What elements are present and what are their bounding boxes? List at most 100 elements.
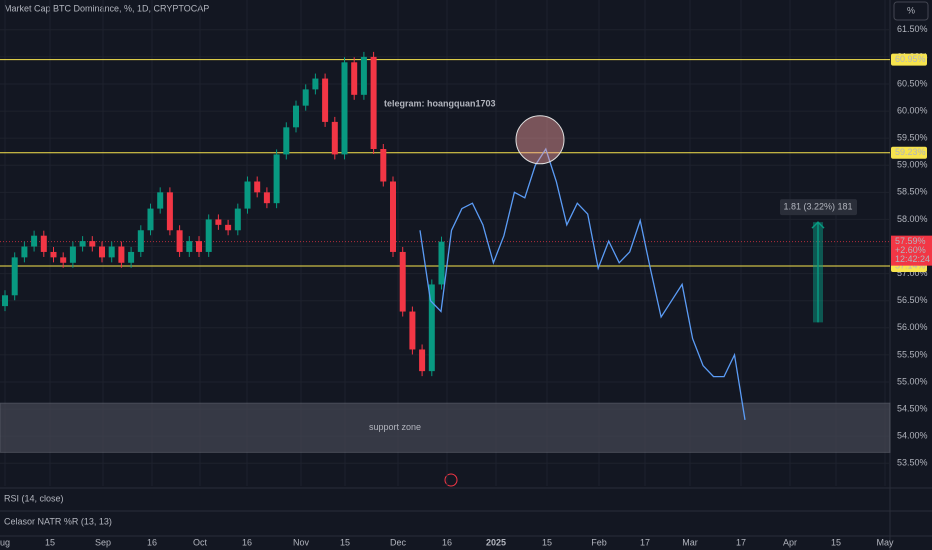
candle — [205, 219, 212, 252]
candle — [283, 127, 290, 155]
candle — [147, 208, 154, 231]
price-tag-label: 59.23% — [895, 147, 926, 157]
candle — [11, 257, 18, 296]
candle — [409, 311, 416, 350]
candle — [225, 224, 232, 231]
candle — [31, 235, 38, 247]
x-tick-label: Sep — [95, 537, 111, 547]
price-tag-label: 60.95% — [895, 54, 926, 64]
y-tick-label: 54.00% — [897, 431, 928, 441]
candle — [79, 241, 86, 247]
candle — [428, 284, 435, 372]
indicator-label: Celasor NATR %R (13, 13) — [4, 516, 112, 526]
x-tick-label: ug — [0, 537, 10, 547]
highlight — [515, 115, 565, 165]
candle — [128, 251, 135, 263]
candle — [370, 56, 377, 149]
candle — [322, 78, 329, 122]
candle — [380, 148, 387, 182]
candle — [108, 246, 115, 258]
price-tag — [891, 146, 927, 159]
candle — [263, 192, 270, 204]
candle — [157, 192, 164, 209]
x-tick-label: 15 — [45, 537, 55, 547]
candle — [331, 121, 338, 155]
annotation: telegram: hoangquan1703 — [384, 98, 496, 108]
x-tick-label: 16 — [242, 537, 252, 547]
candle — [273, 154, 280, 204]
projection-line — [419, 147, 746, 421]
y-tick-label: 60.50% — [897, 78, 928, 88]
y-tick-label: 56.00% — [897, 322, 928, 332]
y-tick-label: 55.00% — [897, 376, 928, 386]
candle — [351, 62, 358, 95]
countdown: 12:42:24 — [895, 254, 930, 264]
icon[interactable] — [444, 473, 458, 487]
current-price: 57.59% — [895, 236, 926, 246]
y-tick-label: 59.00% — [897, 160, 928, 170]
current-change: +2.60% — [895, 245, 926, 255]
candle — [234, 208, 241, 231]
candle — [118, 246, 125, 263]
candle — [244, 181, 251, 209]
x-tick-label: Mar — [682, 537, 698, 547]
x-tick-label: 17 — [736, 537, 746, 547]
y-tick-label: 54.50% — [897, 403, 928, 413]
candle — [438, 241, 445, 285]
candle — [40, 235, 47, 252]
unit-button[interactable] — [893, 1, 929, 21]
x-tick-label: Dec — [390, 537, 407, 547]
x-tick-label: 16 — [442, 537, 452, 547]
y-tick-label: 57.00% — [897, 268, 928, 278]
x-tick-label: Oct — [193, 537, 208, 547]
price-tag — [891, 53, 927, 66]
x-tick-label: Apr — [783, 537, 797, 547]
candle — [302, 89, 309, 106]
x-tick-label: May — [876, 537, 894, 547]
measure-label: 1.81 (3.22%) 181 — [783, 202, 852, 212]
zone-label: support zone — [369, 422, 421, 432]
y-tick-label: 58.50% — [897, 187, 928, 197]
candle — [137, 230, 144, 252]
y-tick-label: 60.00% — [897, 105, 928, 115]
candle — [99, 246, 105, 258]
axis-unit[interactable]: % — [907, 5, 915, 15]
candle — [2, 295, 8, 307]
candle — [176, 230, 183, 252]
candle — [312, 78, 319, 90]
current-price-tag — [891, 235, 932, 266]
support-zone — [0, 402, 891, 453]
measure-arrow — [811, 221, 825, 229]
x-tick-label: 2025 — [486, 537, 506, 547]
x-tick-label: Feb — [591, 537, 607, 547]
candle — [21, 246, 28, 258]
candle — [60, 257, 67, 263]
candle — [215, 219, 222, 225]
x-tick-label: 15 — [340, 537, 350, 547]
candle — [360, 56, 367, 95]
y-tick-label: 56.50% — [897, 295, 928, 305]
y-tick-label: 59.50% — [897, 133, 928, 143]
candle — [89, 241, 96, 247]
candle — [419, 349, 426, 372]
candle — [341, 62, 348, 155]
candle — [196, 241, 202, 252]
x-tick-label: 15 — [831, 537, 841, 547]
candle — [166, 192, 173, 231]
y-tick-label: 58.00% — [897, 214, 928, 224]
chart-title: Market Cap BTC Dominance, %, 1D, CRYPTOC… — [4, 3, 209, 13]
candle — [186, 241, 193, 252]
x-tick-label: 15 — [542, 537, 552, 547]
y-tick-label: 55.50% — [897, 349, 928, 359]
candle — [293, 105, 299, 128]
y-tick-label: 61.50% — [897, 24, 928, 34]
candle — [254, 181, 261, 193]
x-tick-label: 16 — [147, 537, 157, 547]
measure-box — [780, 199, 857, 216]
y-tick-label: 53.50% — [897, 458, 928, 468]
x-tick-label: Nov — [293, 537, 310, 547]
candle — [69, 246, 76, 263]
candle — [399, 251, 406, 312]
